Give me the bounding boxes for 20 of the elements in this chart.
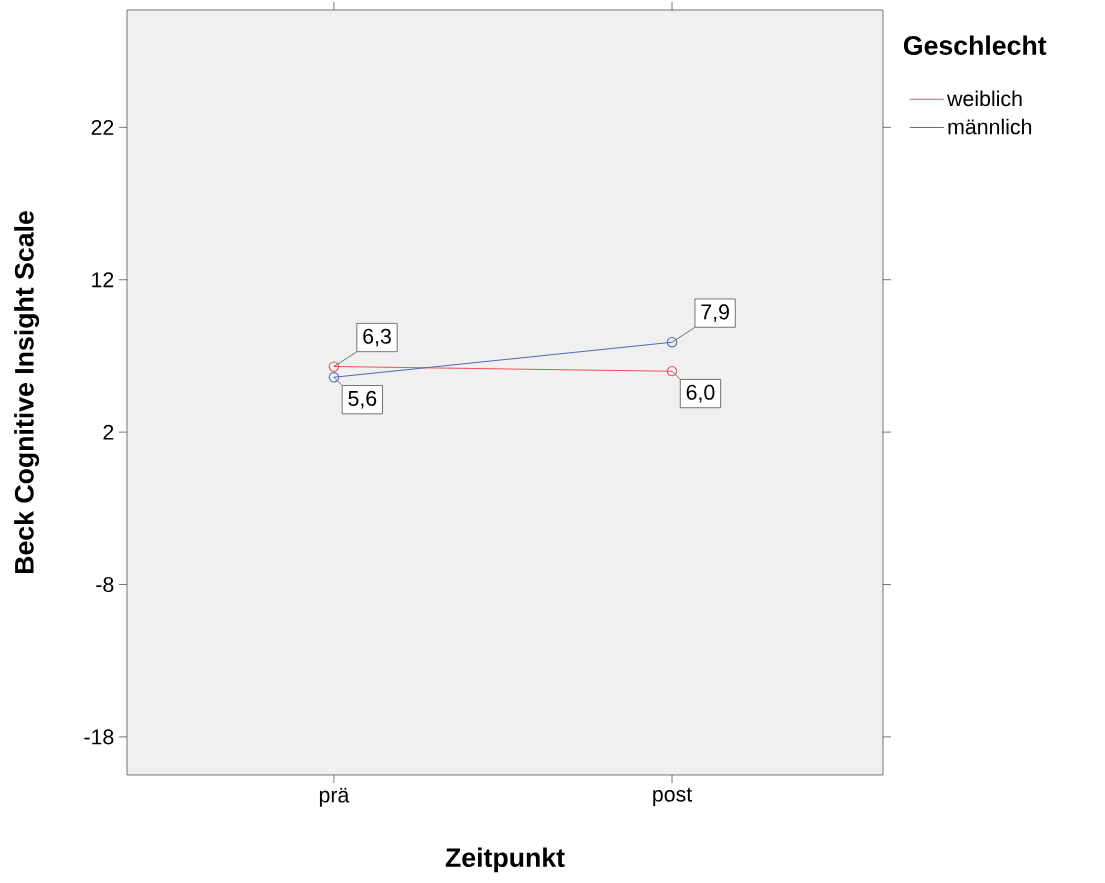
y-tick-label: 22 [91,119,114,135]
y-tick-label: -8 [96,576,114,593]
data-label: 7,9 [701,304,729,322]
y-axis-title: Beck Cognitive Insight Scale [14,211,40,573]
y-tick-label: -18 [84,729,114,745]
x-tick-label: post [653,787,693,806]
x-tick-label: prä [319,787,350,807]
point [328,361,340,372]
legend-title: Geschlecht [903,35,1047,55]
point [666,337,678,348]
y-tick-label: 2 [103,424,114,440]
point [666,365,678,377]
data-label: 5,6 [348,390,377,409]
data-label: 6,0 [686,384,715,403]
data-label: 6,3 [363,328,391,347]
point [328,372,340,383]
x-axis-title: Zeitpunkt [445,847,565,873]
y-tick-label: 12 [92,272,114,288]
legend-label: weiblich [947,90,1022,107]
legend-label: männlich [948,118,1032,135]
